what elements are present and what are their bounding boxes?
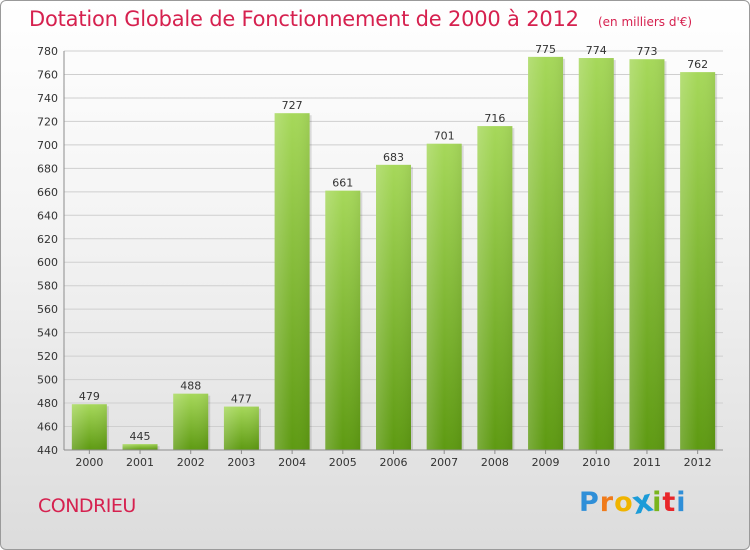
bar-value-label: 477 <box>231 393 252 406</box>
bar-value-label: 762 <box>687 58 708 71</box>
y-tick-label: 660 <box>37 186 58 199</box>
x-tick-label: 2006 <box>380 456 408 469</box>
y-tick-label: 620 <box>37 233 58 246</box>
y-tick-label: 780 <box>37 45 58 58</box>
chart-title: Dotation Globale de Fonctionnement de 20… <box>29 7 579 31</box>
y-tick-label: 540 <box>37 327 58 340</box>
proxiti-logo: Proxiti <box>579 483 687 522</box>
bar-value-label: 445 <box>130 430 151 443</box>
y-tick-label: 500 <box>37 374 58 387</box>
logo-letter: o <box>614 487 634 518</box>
chart-title-row: Dotation Globale de Fonctionnement de 20… <box>29 7 692 31</box>
bar-highlight <box>477 126 513 450</box>
y-tick-label: 560 <box>37 303 58 316</box>
x-tick-label: 2009 <box>532 456 560 469</box>
x-tick-label: 2012 <box>684 456 712 469</box>
logo-letter: i <box>676 487 687 518</box>
y-tick-label: 740 <box>37 92 58 105</box>
x-tick-label: 2010 <box>582 456 610 469</box>
bar-highlight <box>122 444 158 450</box>
bar-value-label: 479 <box>79 390 100 403</box>
x-tick-label: 2002 <box>177 456 205 469</box>
bar-highlight <box>680 72 716 450</box>
y-tick-label: 520 <box>37 350 58 363</box>
bar-value-label: 683 <box>383 151 404 164</box>
bar-highlight <box>376 164 411 451</box>
x-tick-label: 2008 <box>481 456 509 469</box>
x-tick-label: 2007 <box>430 456 458 469</box>
bar-highlight <box>325 190 361 450</box>
bar-highlight <box>173 393 209 450</box>
bar-value-label: 661 <box>332 177 353 190</box>
y-tick-label: 680 <box>37 162 58 175</box>
logo-letter: P <box>579 487 600 518</box>
y-tick-label: 580 <box>37 280 58 293</box>
x-tick-label: 2004 <box>278 456 306 469</box>
bar-value-label: 701 <box>434 130 455 143</box>
bar-value-label: 716 <box>484 112 505 125</box>
bar-highlight <box>426 143 462 451</box>
logo-letter: t <box>662 487 677 518</box>
x-tick-label: 2003 <box>227 456 255 469</box>
x-tick-label: 2011 <box>633 456 661 469</box>
data-labels: 479 445 488 477 727 661 683 701 716 775 774 773 762 <box>79 43 708 443</box>
x-tick-label: 2005 <box>329 456 357 469</box>
bar-highlight <box>528 56 564 450</box>
bar-highlight <box>71 404 107 450</box>
bar-highlight <box>223 406 259 450</box>
y-tick-label: 440 <box>37 444 58 457</box>
axes: 440 460 480 500 520 540 560 580 600 620 640 660 680 7… <box>37 45 723 469</box>
x-tick-label: 2000 <box>75 456 103 469</box>
bar-value-label: 775 <box>535 43 556 56</box>
chart-unit: (en milliers d'€) <box>597 15 693 29</box>
bar-value-label: 774 <box>586 44 607 57</box>
y-tick-label: 600 <box>37 256 58 269</box>
y-tick-label: 460 <box>37 421 58 434</box>
bar-highlight <box>578 58 614 451</box>
logo-letter: i <box>652 487 663 518</box>
bar-highlight <box>629 59 665 450</box>
y-tick-label: 720 <box>37 115 58 128</box>
y-tick-label: 480 <box>37 397 58 410</box>
bar-highlight <box>274 113 310 451</box>
bar-value-label: 773 <box>636 45 657 58</box>
logo-letter: r <box>599 487 615 518</box>
y-tick-label: 700 <box>37 139 58 152</box>
y-tick-label: 760 <box>37 68 58 81</box>
commune-name: CONDRIEU <box>38 495 136 517</box>
bars <box>71 56 718 451</box>
bar-value-label: 727 <box>282 99 303 112</box>
bar-value-label: 488 <box>180 380 201 393</box>
x-tick-label: 2001 <box>126 456 154 469</box>
y-tick-label: 640 <box>37 209 58 222</box>
